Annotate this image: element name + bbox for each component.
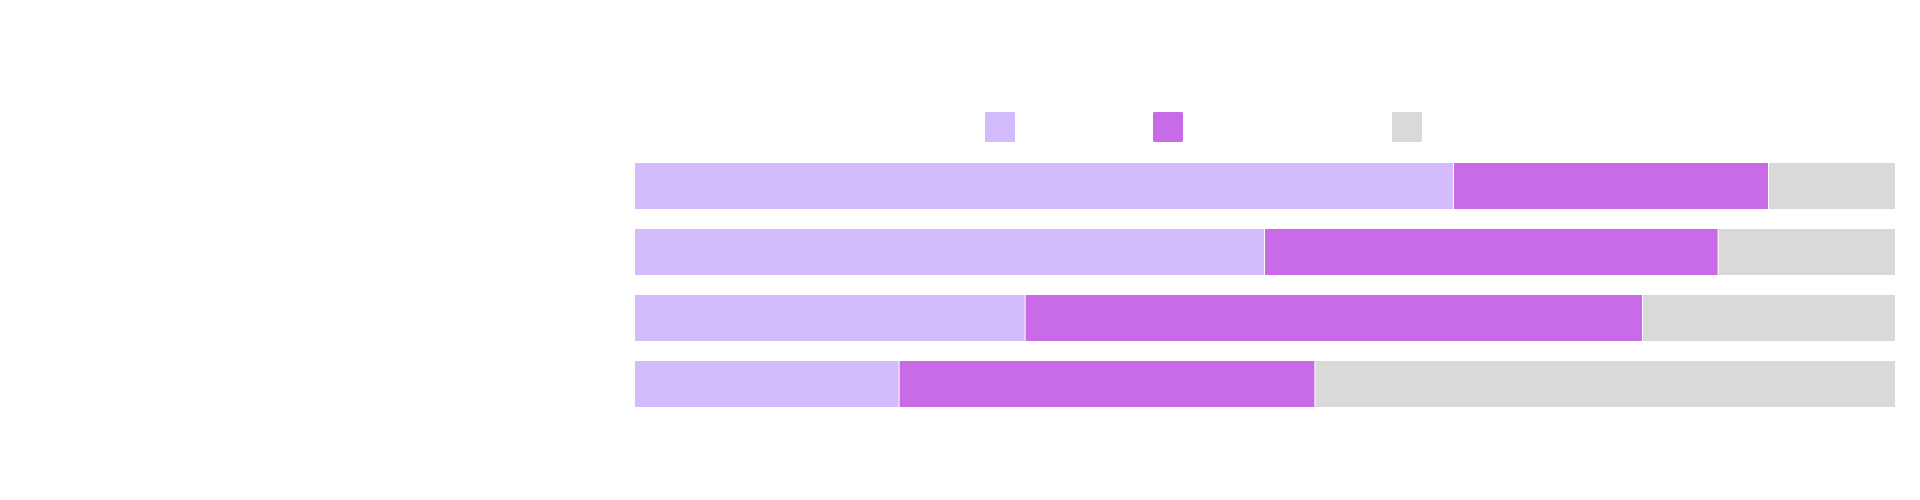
bar-row-3 xyxy=(635,295,1895,341)
bar-area xyxy=(635,163,1895,407)
bar-segment-row4-series3 xyxy=(1315,361,1895,407)
bar-row-4 xyxy=(635,361,1895,407)
bar-segment-row1-series3 xyxy=(1769,163,1895,209)
bar-segment-row2-series1 xyxy=(635,229,1264,275)
bar-segment-row3-series3 xyxy=(1643,295,1895,341)
bar-segment-row3-series1 xyxy=(635,295,1025,341)
legend-swatch-3 xyxy=(1392,112,1422,142)
bar-segment-row2-series2 xyxy=(1265,229,1718,275)
bar-segment-row4-series1 xyxy=(635,361,899,407)
bar-segment-row4-series2 xyxy=(899,361,1315,407)
bar-row-1 xyxy=(635,163,1895,209)
bar-segment-row2-series3 xyxy=(1718,229,1895,275)
legend xyxy=(985,112,1422,142)
bar-segment-row1-series2 xyxy=(1454,163,1768,209)
legend-swatch-1 xyxy=(985,112,1015,142)
bar-segment-row1-series1 xyxy=(635,163,1453,209)
bar-segment-row3-series2 xyxy=(1025,295,1642,341)
bar-row-2 xyxy=(635,229,1895,275)
legend-swatch-2 xyxy=(1153,112,1183,142)
